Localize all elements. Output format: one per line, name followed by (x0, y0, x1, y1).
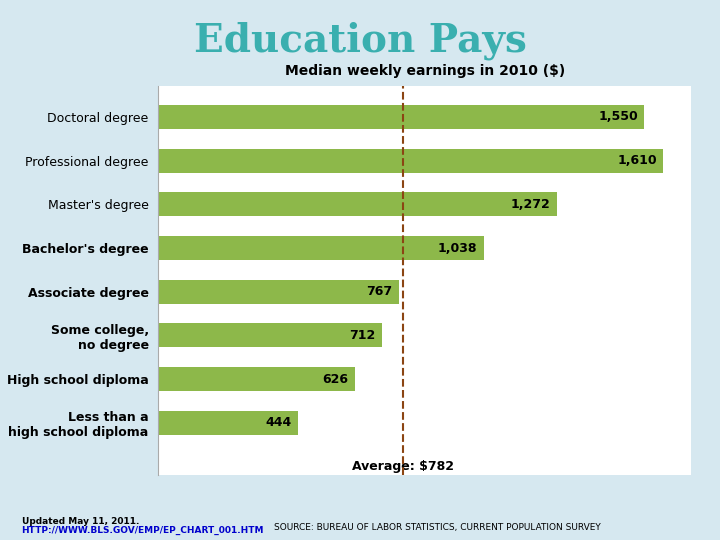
Bar (158, 280, 399, 303)
Text: 712: 712 (349, 329, 375, 342)
Text: 1,038: 1,038 (438, 241, 477, 254)
Text: 444: 444 (265, 416, 292, 429)
Bar (158, 148, 663, 173)
Bar (158, 105, 644, 129)
Bar (158, 236, 484, 260)
Text: Education Pays: Education Pays (194, 22, 526, 60)
Text: 626: 626 (323, 373, 348, 386)
Text: HTTP://WWW.BLS.GOV/EMP/EP_CHART_001.HTM: HTTP://WWW.BLS.GOV/EMP/EP_CHART_001.HTM (22, 525, 264, 535)
Bar (158, 323, 382, 347)
Text: 1,610: 1,610 (617, 154, 657, 167)
Text: 767: 767 (366, 285, 392, 298)
Bar (158, 367, 354, 391)
Text: Average: $782: Average: $782 (353, 460, 454, 473)
Text: 1,272: 1,272 (511, 198, 551, 211)
Text: Updated May 11, 2011.: Updated May 11, 2011. (22, 517, 139, 526)
Bar (158, 411, 297, 435)
Bar (158, 192, 557, 217)
Title: Median weekly earnings in 2010 ($): Median weekly earnings in 2010 ($) (284, 64, 565, 78)
Text: SOURCE: BUREAU OF LABOR STATISTICS, CURRENT POPULATION SURVEY: SOURCE: BUREAU OF LABOR STATISTICS, CURR… (274, 523, 600, 532)
Text: 1,550: 1,550 (598, 111, 638, 124)
